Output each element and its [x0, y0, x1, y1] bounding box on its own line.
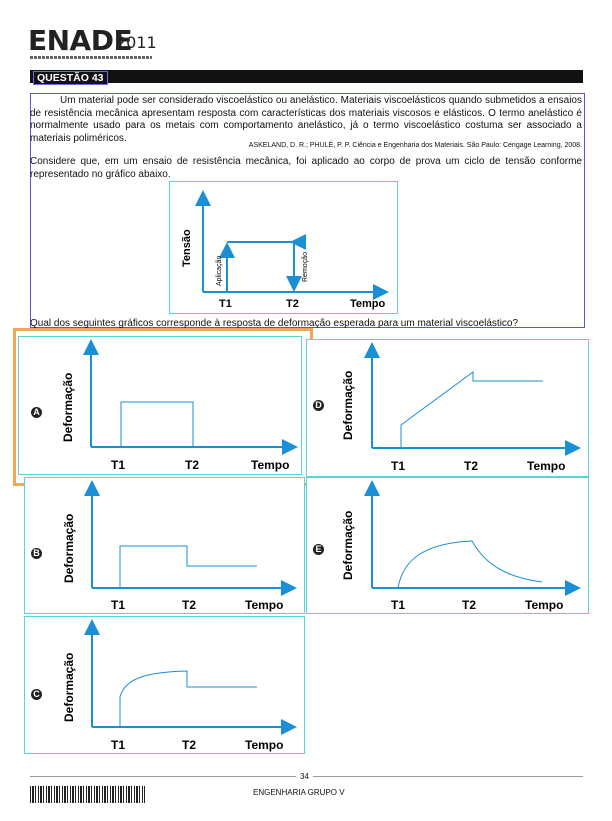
option-e-letter: E [313, 544, 324, 555]
stress-chart-frame: Tensão Aplicação Remoção T1 T2 Tempo [169, 181, 398, 314]
page-number: 34 [296, 772, 313, 781]
option-d-t1: T1 [391, 459, 405, 473]
stress-t2: T2 [286, 298, 299, 310]
option-b-xlabel: Tempo [245, 598, 283, 612]
option-e-xlabel: Tempo [525, 598, 563, 612]
option-b[interactable]: Deformação T1 T2 Tempo B [24, 477, 305, 614]
option-d-letter: D [313, 400, 324, 411]
question-number: QUESTÃO 43 [33, 71, 108, 85]
option-e-t2: T2 [462, 598, 476, 612]
question-header-bar [30, 70, 583, 83]
option-b-ylabel: Deformação [62, 514, 76, 583]
question-prompt: Qual dos seguintes gráficos corresponde … [30, 318, 519, 329]
option-a-xlabel: Tempo [251, 458, 289, 472]
option-c-letter: C [31, 689, 42, 700]
option-d[interactable]: Deformação T1 T2 Tempo D [306, 339, 589, 477]
stress-t1: T1 [219, 298, 232, 310]
logo-underline [30, 56, 152, 59]
option-e-t1: T1 [391, 598, 405, 612]
logo-year: 2011 [116, 33, 157, 52]
option-e-ylabel: Deformação [341, 511, 355, 580]
option-b-t1: T1 [111, 598, 125, 612]
question-paragraph-2: Considere que, em um ensaio de resistênc… [30, 156, 582, 180]
option-d-chart: Deformação T1 T2 Tempo [341, 342, 581, 473]
option-a-letter: A [31, 407, 42, 418]
option-b-chart: Deformação T1 T2 Tempo [62, 480, 297, 612]
question-paragraph-1: Um material pode ser considerado viscoel… [30, 95, 582, 144]
option-d-curve [400, 371, 543, 448]
option-e-chart: Deformação T1 T2 Tempo [341, 480, 581, 612]
barcode [30, 786, 145, 803]
option-c-chart: Deformação T1 T2 Tempo [62, 619, 297, 752]
remove-label: Remoção [302, 252, 309, 282]
option-c-curve [119, 670, 257, 727]
option-a-t2: T2 [185, 458, 199, 472]
stress-ylabel: Tensão [181, 229, 193, 267]
option-d-t2: T2 [464, 459, 478, 473]
option-d-xlabel: Tempo [527, 459, 565, 473]
option-d-ylabel: Deformação [341, 371, 355, 440]
option-c-xlabel: Tempo [245, 738, 283, 752]
question-reference: ASKELAND, D. R.; PHULÉ, P. P. Ciência e … [248, 142, 582, 149]
option-c-t2: T2 [182, 738, 196, 752]
option-c-t1: T1 [111, 738, 125, 752]
stress-xlabel: Tempo [350, 298, 386, 310]
option-a-curve [120, 401, 194, 447]
option-a-t1: T1 [111, 458, 125, 472]
stress-chart: Tensão Aplicação Remoção T1 T2 Tempo [181, 190, 389, 310]
question-selection-outline [30, 93, 585, 328]
option-b-letter: B [31, 548, 42, 559]
option-e[interactable]: Deformação T1 T2 Tempo E [306, 477, 589, 614]
option-a-chart: Deformação T1 T2 Tempo [61, 339, 298, 472]
option-c[interactable]: Deformação T1 T2 Tempo C [24, 616, 305, 754]
enade-logo: ENADE [28, 24, 133, 57]
option-b-t2: T2 [182, 598, 196, 612]
option-a-ylabel: Deformação [61, 373, 75, 442]
footer-group: ENGENHARIA GRUPO V [253, 788, 345, 797]
apply-label: Aplicação [216, 256, 223, 286]
option-e-curve [397, 540, 543, 589]
option-a[interactable]: Deformação T1 T2 Tempo A [18, 336, 302, 475]
option-c-ylabel: Deformação [62, 653, 76, 722]
option-b-curve [119, 545, 257, 588]
